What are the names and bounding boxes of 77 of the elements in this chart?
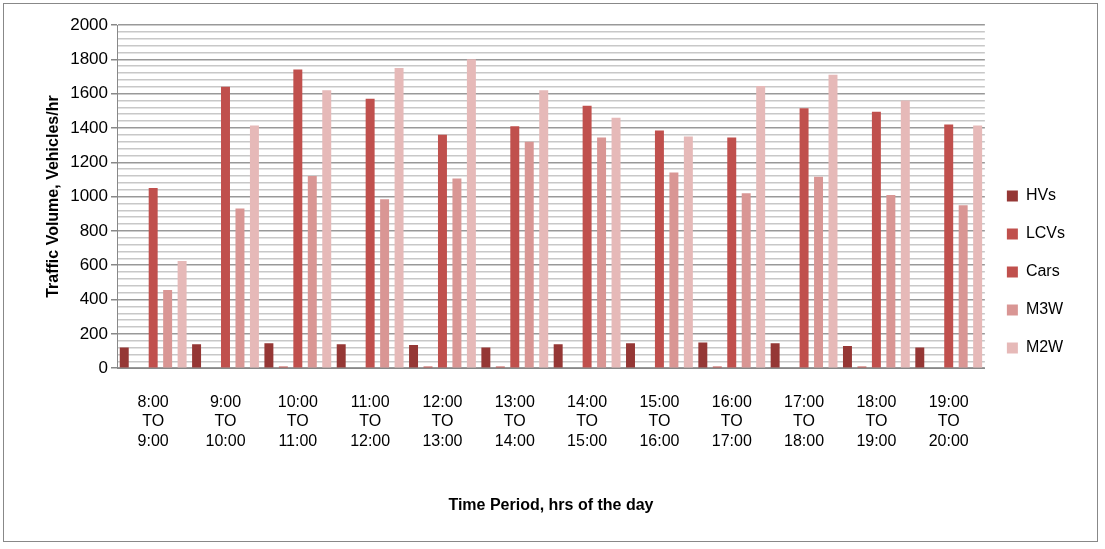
bar bbox=[264, 343, 274, 368]
bar bbox=[698, 342, 708, 368]
bar bbox=[886, 194, 896, 368]
bar bbox=[192, 344, 202, 368]
x-axis-title: Time Period, hrs of the day bbox=[448, 495, 654, 513]
legend-label: M3W bbox=[1025, 300, 1065, 318]
bar bbox=[466, 59, 476, 368]
x-tick-label: 17:00 TO 18:00 bbox=[784, 393, 825, 449]
y-tick-label: 600 bbox=[79, 254, 109, 274]
bar bbox=[582, 105, 592, 368]
y-tick-label: 0 bbox=[98, 357, 109, 377]
y-tick-label: 2000 bbox=[70, 14, 109, 34]
y-tick-label: 1400 bbox=[70, 117, 109, 137]
bar bbox=[524, 141, 534, 368]
bar bbox=[510, 126, 520, 368]
bar bbox=[727, 137, 737, 368]
x-tick-label: 13:00 TO 14:00 bbox=[494, 393, 535, 449]
bar bbox=[553, 344, 563, 368]
bar bbox=[437, 134, 447, 368]
bar bbox=[336, 344, 346, 368]
y-axis-title: Traffic Volume, Vehicles/hr bbox=[44, 95, 62, 298]
bar bbox=[394, 67, 404, 368]
bar bbox=[814, 176, 824, 368]
bar bbox=[365, 98, 375, 368]
bar bbox=[539, 90, 549, 368]
legend-label: HVs bbox=[1025, 186, 1057, 204]
bar bbox=[799, 108, 809, 368]
bar bbox=[741, 193, 751, 368]
legend-label: M2W bbox=[1025, 338, 1065, 356]
bar bbox=[177, 260, 187, 368]
bar bbox=[770, 343, 780, 368]
bar bbox=[654, 130, 664, 368]
bar bbox=[293, 69, 303, 368]
x-tick-label: 18:00 TO 19:00 bbox=[856, 393, 897, 449]
bar bbox=[944, 124, 954, 368]
bar bbox=[871, 111, 881, 368]
bar bbox=[221, 86, 230, 368]
x-tick-label: 8:00 TO 9:00 bbox=[137, 393, 169, 449]
legend-label: Cars bbox=[1025, 262, 1060, 280]
x-tick-label: 11:00 TO 12:00 bbox=[350, 393, 391, 449]
x-tick-label: 10:00 TO 11:00 bbox=[277, 393, 318, 449]
y-tick-label: 1000 bbox=[70, 186, 109, 206]
bar bbox=[235, 208, 245, 368]
y-tick-label: 1800 bbox=[70, 49, 109, 69]
x-tick-label: 9:00 TO 10:00 bbox=[205, 393, 246, 449]
bar bbox=[597, 137, 607, 368]
bar bbox=[611, 117, 621, 368]
x-tick-label: 12:00 TO 13:00 bbox=[422, 393, 463, 449]
y-tick-label: 1200 bbox=[70, 151, 109, 171]
bar bbox=[119, 347, 129, 368]
x-tick-label: 19:00 TO 20:00 bbox=[928, 393, 969, 449]
bar bbox=[683, 136, 693, 368]
bar bbox=[669, 172, 679, 368]
bar bbox=[900, 100, 910, 368]
bar bbox=[148, 188, 158, 368]
bar bbox=[409, 345, 419, 368]
x-tick-label: 16:00 TO 17:00 bbox=[711, 393, 752, 449]
bar bbox=[249, 125, 259, 368]
bar bbox=[958, 205, 968, 368]
y-tick-label: 200 bbox=[79, 323, 109, 343]
bar bbox=[307, 176, 317, 368]
bar bbox=[626, 343, 635, 368]
bar bbox=[842, 345, 852, 368]
bar bbox=[481, 347, 491, 368]
bar bbox=[163, 290, 173, 368]
bar bbox=[452, 178, 462, 368]
bar bbox=[973, 125, 983, 368]
bar bbox=[380, 199, 390, 368]
bar bbox=[756, 85, 766, 368]
y-tick-label: 400 bbox=[79, 289, 109, 309]
y-tick-label: 1600 bbox=[70, 83, 109, 103]
bar bbox=[322, 90, 332, 368]
x-tick-label: 15:00 TO 16:00 bbox=[639, 393, 680, 449]
y-tick-label: 800 bbox=[79, 220, 109, 240]
bar bbox=[915, 347, 925, 368]
legend-label: LCVs bbox=[1025, 224, 1065, 242]
x-tick-label: 14:00 TO 15:00 bbox=[567, 393, 608, 449]
